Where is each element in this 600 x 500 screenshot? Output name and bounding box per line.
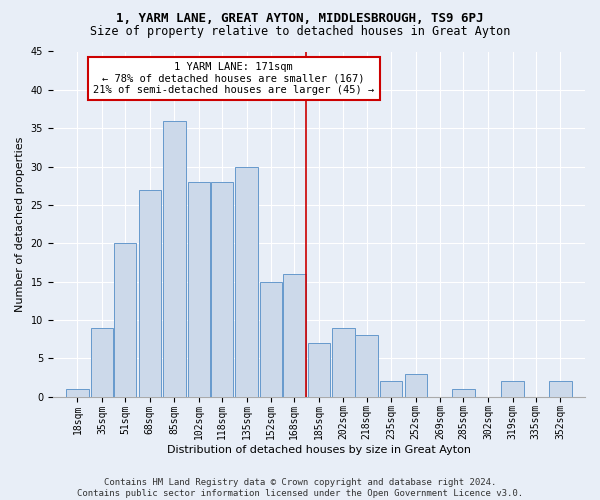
Bar <box>549 381 572 396</box>
X-axis label: Distribution of detached houses by size in Great Ayton: Distribution of detached houses by size … <box>167 445 471 455</box>
Y-axis label: Number of detached properties: Number of detached properties <box>15 136 25 312</box>
Text: Size of property relative to detached houses in Great Ayton: Size of property relative to detached ho… <box>90 25 510 38</box>
Bar <box>139 190 161 396</box>
Bar <box>404 374 427 396</box>
Bar <box>114 243 136 396</box>
Bar <box>66 389 89 396</box>
Bar <box>188 182 210 396</box>
Bar <box>91 328 113 396</box>
Bar <box>380 381 403 396</box>
Bar <box>211 182 233 396</box>
Bar <box>308 343 330 396</box>
Bar <box>260 282 283 397</box>
Bar <box>452 389 475 396</box>
Text: Contains HM Land Registry data © Crown copyright and database right 2024.
Contai: Contains HM Land Registry data © Crown c… <box>77 478 523 498</box>
Bar <box>235 166 258 396</box>
Text: 1 YARM LANE: 171sqm
← 78% of detached houses are smaller (167)
21% of semi-detac: 1 YARM LANE: 171sqm ← 78% of detached ho… <box>93 62 374 95</box>
Text: 1, YARM LANE, GREAT AYTON, MIDDLESBROUGH, TS9 6PJ: 1, YARM LANE, GREAT AYTON, MIDDLESBROUGH… <box>116 12 484 26</box>
Bar <box>502 381 524 396</box>
Bar <box>163 120 185 396</box>
Bar <box>332 328 355 396</box>
Bar <box>355 335 378 396</box>
Bar <box>283 274 305 396</box>
